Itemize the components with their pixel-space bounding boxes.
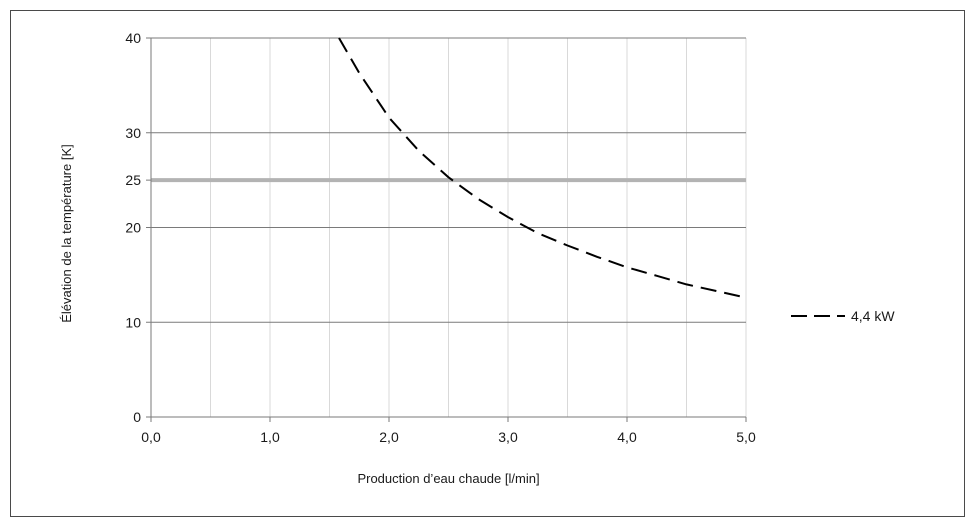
legend-label: 4,4 kW	[851, 308, 895, 324]
series-layer	[338, 37, 747, 299]
x-tick-label: 1,0	[260, 429, 280, 445]
y-tick-label: 0	[133, 409, 141, 425]
y-tick-label: 30	[125, 125, 141, 141]
x-tick-label: 5,0	[736, 429, 756, 445]
chart-frame	[10, 10, 965, 517]
x-tick-label: 2,0	[379, 429, 399, 445]
legend: 4,4 kW	[791, 308, 895, 324]
series-line	[338, 37, 747, 299]
x-tick-labels: 0,0 1,0 2,0 3,0 4,0 5,0	[141, 429, 756, 445]
x-tick-label: 4,0	[617, 429, 637, 445]
axes	[146, 37, 747, 422]
y-tick-label: 10	[125, 314, 141, 330]
y-tick-label: 25	[125, 172, 141, 188]
y-tick-label: 40	[125, 30, 141, 46]
horizontal-gridlines	[151, 37, 746, 323]
y-axis-title: Élévation de la température [K]	[59, 144, 74, 323]
x-axis-title: Production d’eau chaude [l/min]	[357, 471, 539, 486]
y-tick-label: 20	[125, 220, 141, 236]
x-tick-label: 3,0	[498, 429, 518, 445]
y-tick-labels: 0 10 20 25 30 40	[125, 30, 141, 425]
x-tick-label: 0,0	[141, 429, 161, 445]
